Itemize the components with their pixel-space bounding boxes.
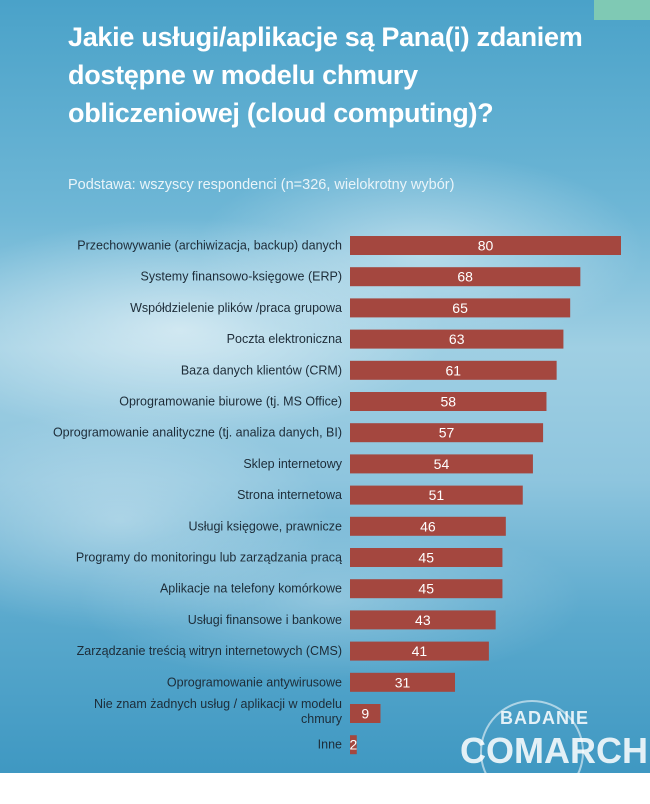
bar-value-label: 51	[429, 487, 445, 503]
category-label: Przechowywanie (archiwizacja, backup) da…	[77, 239, 342, 253]
bar-value-label: 46	[420, 518, 436, 534]
bar	[350, 454, 533, 474]
category-label: Strona internetowa	[237, 488, 342, 502]
bar	[350, 298, 571, 318]
bar	[350, 672, 456, 692]
category-label: Programy do monitoringu lub zarządzania …	[76, 551, 342, 565]
bar-value-label: 43	[415, 612, 431, 628]
bar	[350, 423, 544, 443]
category-label: Systemy finansowo-księgowe (ERP)	[141, 270, 342, 284]
category-label: Oprogramowanie analityczne (tj. analiza …	[53, 426, 342, 440]
category-label: Nie znam żadnych usług / aplikacji w mod…	[94, 697, 343, 726]
category-label: Zarządzanie treścią witryn internetowych…	[77, 644, 342, 658]
bar	[350, 516, 506, 536]
bar-value-label: 58	[440, 394, 456, 410]
bar	[350, 267, 581, 287]
category-label: Inne	[318, 738, 342, 752]
watermark-logo: BADANIE COMARCH	[458, 700, 648, 804]
chart-title: Jakie usługi/aplikacje są Pana(i) zdanie…	[68, 22, 583, 128]
bar-value-label: 80	[478, 238, 494, 254]
bar	[350, 548, 503, 567]
category-label: Współdzielenie plików /praca grupowa	[130, 301, 342, 315]
chart-subtitle: Podstawa: wszyscy respondenci (n=326, wi…	[68, 177, 455, 193]
category-label: Usługi finansowe i bankowe	[188, 613, 342, 627]
category-label: Oprogramowanie antywirusowe	[167, 675, 342, 689]
corner-tab	[594, 0, 650, 20]
bar	[350, 236, 621, 255]
bar-value-label: 68	[457, 269, 473, 285]
bar-value-label: 2	[349, 737, 357, 753]
bar	[350, 360, 557, 380]
bar-value-label: 63	[449, 331, 465, 347]
category-label: Aplikacje na telefony komórkowe	[160, 582, 342, 596]
bar-value-label: 41	[412, 643, 428, 659]
bar-value-label: 9	[361, 706, 369, 722]
bar-value-label: 57	[439, 425, 455, 441]
category-label: Oprogramowanie biurowe (tj. MS Office)	[119, 395, 342, 409]
bar-value-label: 61	[446, 362, 462, 378]
background	[0, 0, 650, 773]
bar	[350, 735, 357, 755]
bar-value-label: 45	[418, 550, 434, 566]
bar	[350, 329, 564, 349]
bar-value-label: 65	[452, 300, 468, 316]
watermark-line2: COMARCH	[460, 730, 648, 771]
bar	[350, 704, 381, 723]
bar	[350, 610, 496, 630]
bar-value-label: 45	[418, 581, 434, 597]
bar	[350, 392, 547, 411]
category-label: Usługi księgowe, prawnicze	[188, 519, 342, 533]
bar-value-label: 54	[434, 456, 450, 472]
category-label: Poczta elektroniczna	[227, 332, 342, 346]
bar	[350, 485, 523, 505]
bar	[350, 579, 503, 599]
category-label: Baza danych klientów (CRM)	[181, 363, 342, 377]
category-label: Sklep internetowy	[243, 457, 342, 471]
bar	[350, 641, 489, 661]
bar-chart: 80 Przechowywanie (archiwizacja, backup) …	[53, 236, 621, 755]
bar-value-label: 31	[395, 674, 411, 690]
watermark-line1: BADANIE	[500, 708, 590, 728]
